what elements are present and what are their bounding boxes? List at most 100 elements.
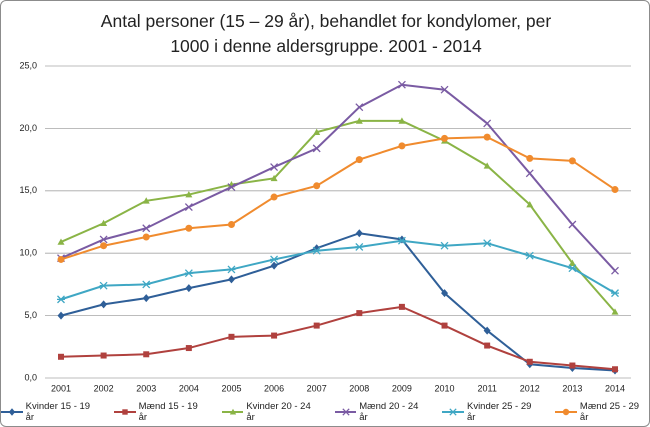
marker	[355, 103, 364, 112]
marker	[227, 183, 236, 192]
marker	[228, 333, 235, 340]
marker	[398, 117, 406, 124]
y-tick-label: 10,0	[19, 248, 37, 258]
marker	[440, 85, 449, 94]
chart-title: Antal personer (15 – 29 år), behandlet f…	[100, 11, 552, 56]
marker	[525, 169, 534, 178]
y-tick-label: 0,0	[24, 372, 37, 382]
x-tick-label: 2013	[562, 383, 582, 393]
marker	[563, 408, 570, 416]
marker	[568, 264, 577, 273]
series-line	[60, 136, 616, 261]
marker	[99, 235, 108, 244]
marker	[142, 233, 150, 241]
marker	[227, 275, 235, 284]
marker	[397, 236, 406, 245]
marker	[142, 197, 150, 204]
legend: Kvinder 15 - 19 år Mænd 15 - 19 år Kvinder…	[1, 401, 649, 423]
legend-swatch	[113, 409, 136, 415]
marker	[227, 265, 236, 274]
marker	[483, 326, 491, 335]
x-tick-label: 2004	[179, 383, 199, 393]
marker	[143, 351, 150, 358]
legend-swatch	[555, 408, 577, 416]
legend-label: Mænd 20 - 24 år	[359, 401, 419, 423]
marker	[355, 117, 363, 124]
legend-label: Kvinder 25 - 29 år	[466, 401, 532, 423]
marker	[355, 156, 363, 164]
legend-item: Mænd 15 - 19 år	[113, 401, 208, 423]
marker	[526, 201, 534, 208]
marker	[569, 362, 576, 369]
marker	[611, 186, 619, 194]
series-line	[60, 119, 616, 313]
y-tick-label: 15,0	[19, 185, 37, 195]
x-tick-label: 2001	[51, 383, 71, 393]
legend-label: Kvinder 20 - 24 år	[246, 401, 311, 423]
marker	[271, 332, 278, 339]
marker	[142, 224, 151, 233]
legend-swatch	[221, 408, 244, 415]
marker	[484, 342, 491, 349]
marker	[526, 154, 534, 162]
marker	[185, 191, 193, 198]
marker	[185, 345, 192, 352]
marker	[312, 144, 321, 153]
marker	[526, 358, 533, 365]
x-tick-label: 2008	[349, 383, 369, 393]
marker	[313, 322, 320, 329]
marker	[185, 284, 193, 293]
legend-item: Kvinder 25 - 29 år	[442, 401, 541, 423]
marker	[568, 259, 576, 266]
legend-item: Mænd 20 - 24 år	[334, 401, 429, 423]
marker	[99, 281, 108, 290]
marker	[449, 408, 458, 416]
marker	[57, 238, 65, 245]
marker	[355, 243, 364, 251]
marker	[313, 182, 321, 190]
marker	[270, 255, 279, 264]
series-line	[60, 305, 616, 371]
marker	[441, 134, 449, 142]
marker	[270, 193, 278, 201]
marker	[525, 251, 534, 260]
legend-label: Kvinder 15 - 19 år	[25, 401, 91, 423]
marker	[227, 220, 235, 228]
x-tick-label: 2009	[392, 383, 412, 393]
x-tick-label: 2010	[435, 383, 455, 393]
marker	[58, 353, 64, 360]
marker	[184, 203, 193, 211]
marker	[122, 409, 128, 415]
marker	[142, 294, 150, 303]
legend-item: Kvinder 15 - 19 år	[1, 401, 100, 423]
marker	[483, 239, 492, 248]
legend-label: Mænd 15 - 19 år	[138, 401, 198, 423]
y-tick-label: 25,0	[19, 60, 37, 70]
marker	[184, 269, 193, 278]
legend-label: Mænd 25 - 29 år	[579, 401, 640, 423]
marker	[398, 303, 405, 310]
marker	[355, 229, 363, 238]
x-tick-label: 2007	[307, 383, 327, 393]
marker	[568, 220, 577, 229]
marker	[270, 261, 278, 270]
marker	[483, 162, 491, 169]
marker	[313, 128, 321, 135]
marker	[356, 310, 363, 317]
marker	[185, 224, 193, 232]
marker	[568, 157, 576, 165]
marker	[483, 119, 492, 128]
series-line	[60, 239, 616, 301]
marker	[611, 308, 619, 315]
marker	[611, 289, 619, 298]
marker	[57, 255, 65, 263]
marker	[57, 311, 65, 320]
marker	[57, 295, 65, 304]
marker	[312, 246, 321, 255]
marker	[611, 266, 619, 275]
marker	[612, 366, 618, 373]
x-tick-label: 2002	[94, 383, 114, 393]
series-line	[60, 83, 616, 272]
